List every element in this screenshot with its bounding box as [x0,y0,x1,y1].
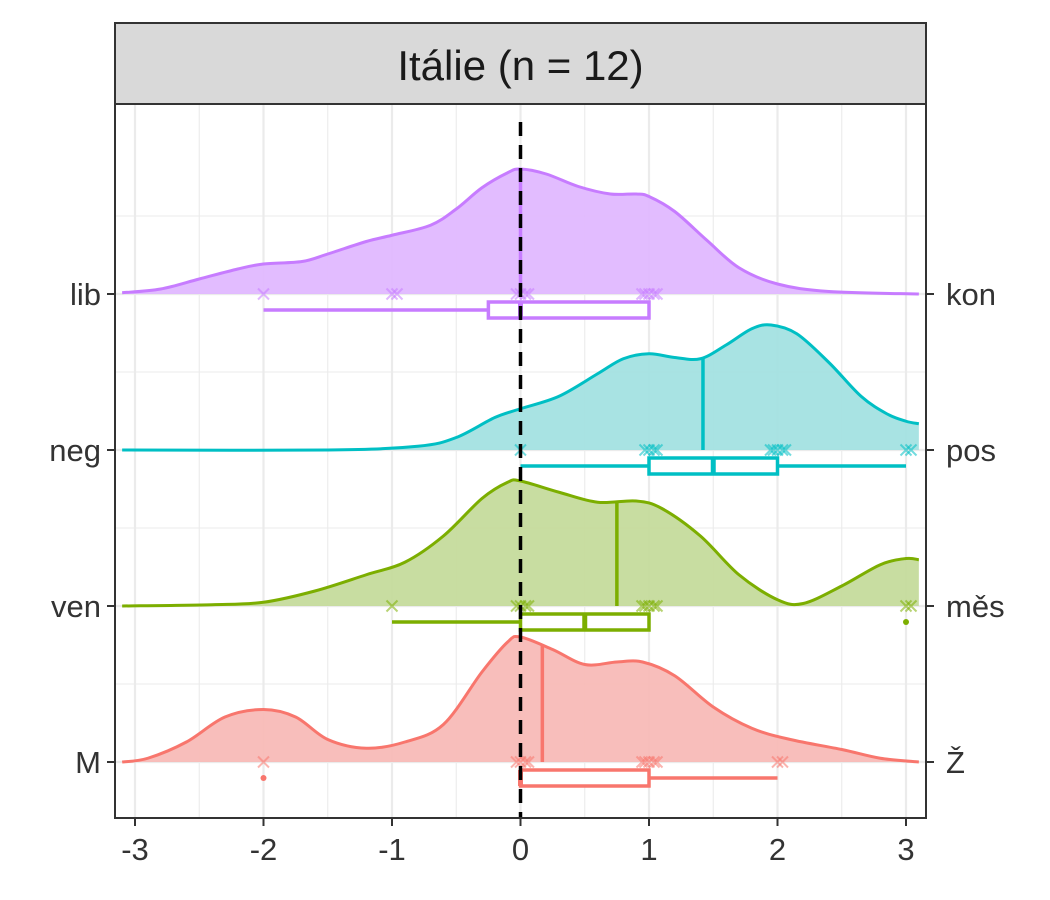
data-point [385,287,399,301]
data-point [522,755,535,769]
data-point [899,443,913,457]
density-curve [122,478,920,608]
axis-layer: -3 -2 -1 0 1 2 3 lib kon neg pos ven měs M Ž [49,277,1004,867]
density-area [122,324,919,451]
facet-strip [114,22,927,105]
box-outlier [260,775,267,781]
data-point [771,755,784,769]
x-tick-label: -2 [250,832,278,867]
box-outlier [903,619,909,625]
y-tick-label-left: lib [70,277,101,312]
x-tick-label: 0 [512,832,529,867]
data-point [638,443,652,457]
y-tick-label-right: pos [946,433,996,468]
data-point [510,755,523,769]
data-point [635,287,649,301]
x-tick-label: 2 [769,832,786,867]
density-curve [122,323,920,452]
y-tick-label-left: M [75,745,101,780]
data-point [635,755,649,769]
facet-title: Itálie (n = 12) [397,42,643,89]
data-point [519,755,532,769]
y-tick-label-right: kon [946,277,996,312]
y-tick-label-left: ven [51,589,101,624]
x-tick-label: -1 [378,832,406,867]
data-point [638,599,652,613]
x-tick-label: -3 [121,832,149,867]
x-tick-label: 3 [897,832,914,867]
box-iqr [518,768,651,788]
data-point [635,599,649,613]
data-point [650,599,664,613]
x-tick-label: 1 [640,832,657,867]
data-point [904,599,918,613]
data-point [522,287,535,301]
data-point [385,599,399,613]
data-point [257,755,270,769]
box-iqr [486,300,651,320]
data-point [647,599,661,613]
y-tick-label-right: měs [946,589,1005,624]
data-point [650,443,664,457]
data-point [647,755,661,769]
data-point [899,599,913,613]
data-point [522,599,535,613]
data-point [390,287,404,301]
data-point [647,287,661,301]
y-tick-label-right: Ž [946,745,965,780]
data-point [650,755,664,769]
data-point [904,443,918,457]
density-curve [121,634,919,764]
data-point [638,755,652,769]
data-point [764,443,777,457]
ridge-neg [122,323,920,476]
data-point [650,287,664,301]
data-point [779,443,792,457]
data-point [647,443,661,457]
data-point [767,443,780,457]
data-point [257,287,270,301]
data-point [638,287,652,301]
data-point [776,755,789,769]
data-point [776,443,789,457]
y-tick-label-left: neg [49,433,101,468]
density-curve [122,167,919,296]
